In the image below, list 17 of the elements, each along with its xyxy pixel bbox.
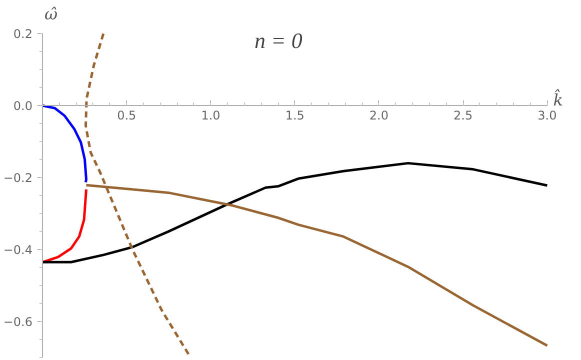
line-series (42, 188, 88, 264)
x-tick-label: 1.0 (201, 108, 220, 123)
x-tick-label: 1.5 (285, 108, 304, 123)
y-tick-label: −0.2 (3, 171, 32, 186)
x-axis-title: k̂ (553, 89, 563, 110)
x-tick-label: 3.0 (538, 108, 557, 123)
y-tick-label: 0.0 (13, 99, 33, 114)
y-tick-label: −0.6 (3, 315, 32, 330)
line-series (42, 162, 548, 264)
x-tick-label: 0.5 (117, 108, 136, 123)
x-tick-label: 2.5 (454, 108, 473, 123)
y-tick-label: −0.4 (3, 243, 32, 258)
y-tick-label: 0.2 (13, 27, 33, 42)
x-tick-label: 2.0 (369, 108, 389, 123)
annotation: n = 0 (254, 28, 302, 54)
y-axis-title: ω̂ (44, 4, 58, 24)
line-series (42, 104, 88, 184)
